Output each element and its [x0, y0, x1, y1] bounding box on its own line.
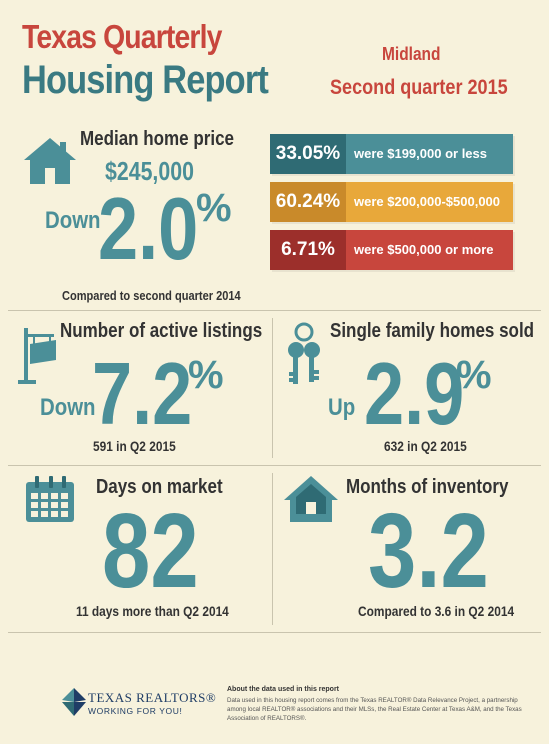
median-label: Median home price — [80, 128, 234, 150]
listings-direction: Down — [40, 394, 96, 421]
about-text: Data used in this housing report comes f… — [227, 697, 522, 722]
price-band-mid: 60.24% were $200,000-$500,000 — [270, 182, 513, 222]
divider-bottom — [8, 632, 541, 633]
divider-vertical-1 — [272, 318, 273, 458]
logo-tagline: WORKING FOR YOU! — [88, 706, 183, 716]
median-pct-sign: % — [196, 186, 232, 230]
median-change: 2.0 — [98, 179, 199, 278]
house-icon — [22, 136, 78, 191]
sold-direction: Up — [328, 394, 356, 421]
median-price: $245,000 — [105, 156, 194, 186]
price-band-low-desc: were $199,000 or less — [354, 146, 487, 161]
price-band-mid-desc: were $200,000-$500,000 — [354, 194, 501, 209]
for-sale-sign-icon — [16, 326, 60, 389]
listings-note: 591 in Q2 2015 — [93, 438, 176, 454]
price-band-mid-percent: 60.24% — [270, 182, 346, 222]
price-band-low-percent: 33.05% — [270, 134, 346, 174]
report-title-line2: Housing Report — [22, 58, 269, 102]
divider-top — [8, 310, 541, 311]
logo-wordmark: TEXAS REALTORS® — [88, 690, 217, 705]
price-band-high: 6.71% were $500,000 or more — [270, 230, 513, 270]
median-direction: Down — [45, 207, 101, 234]
listings-pct-sign: % — [188, 353, 224, 397]
median-note: Compared to second quarter 2014 — [62, 288, 241, 303]
report-title-line1: Texas Quarterly — [22, 18, 222, 55]
sold-label: Single family homes sold — [330, 320, 535, 342]
about-title: About the data used in this report — [227, 686, 340, 693]
divider-middle — [8, 465, 541, 466]
listings-change: 7.2 — [92, 344, 193, 443]
days-value: 82 — [102, 492, 199, 610]
sold-pct-sign: % — [456, 353, 492, 397]
inventory-label: Months of inventory — [346, 476, 509, 498]
price-band-high-desc: were $500,000 or more — [354, 242, 494, 257]
days-label: Days on market — [96, 476, 223, 498]
calendar-icon — [24, 476, 76, 529]
keys-icon — [282, 322, 326, 395]
price-band-low: 33.05% were $199,000 or less — [270, 134, 513, 174]
report-period: Second quarter 2015 — [330, 76, 508, 99]
sold-change: 2.9 — [364, 344, 465, 443]
listings-label: Number of active listings — [60, 320, 263, 342]
home-inventory-icon — [282, 474, 340, 529]
sold-note: 632 in Q2 2015 — [384, 438, 467, 454]
price-band-high-percent: 6.71% — [270, 230, 346, 270]
inventory-value: 3.2 — [368, 492, 489, 610]
texas-realtors-logo — [62, 688, 86, 721]
days-note: 11 days more than Q2 2014 — [76, 603, 229, 619]
divider-vertical-2 — [272, 473, 273, 625]
city-name: Midland — [382, 44, 441, 64]
inventory-note: Compared to 3.6 in Q2 2014 — [358, 603, 515, 619]
